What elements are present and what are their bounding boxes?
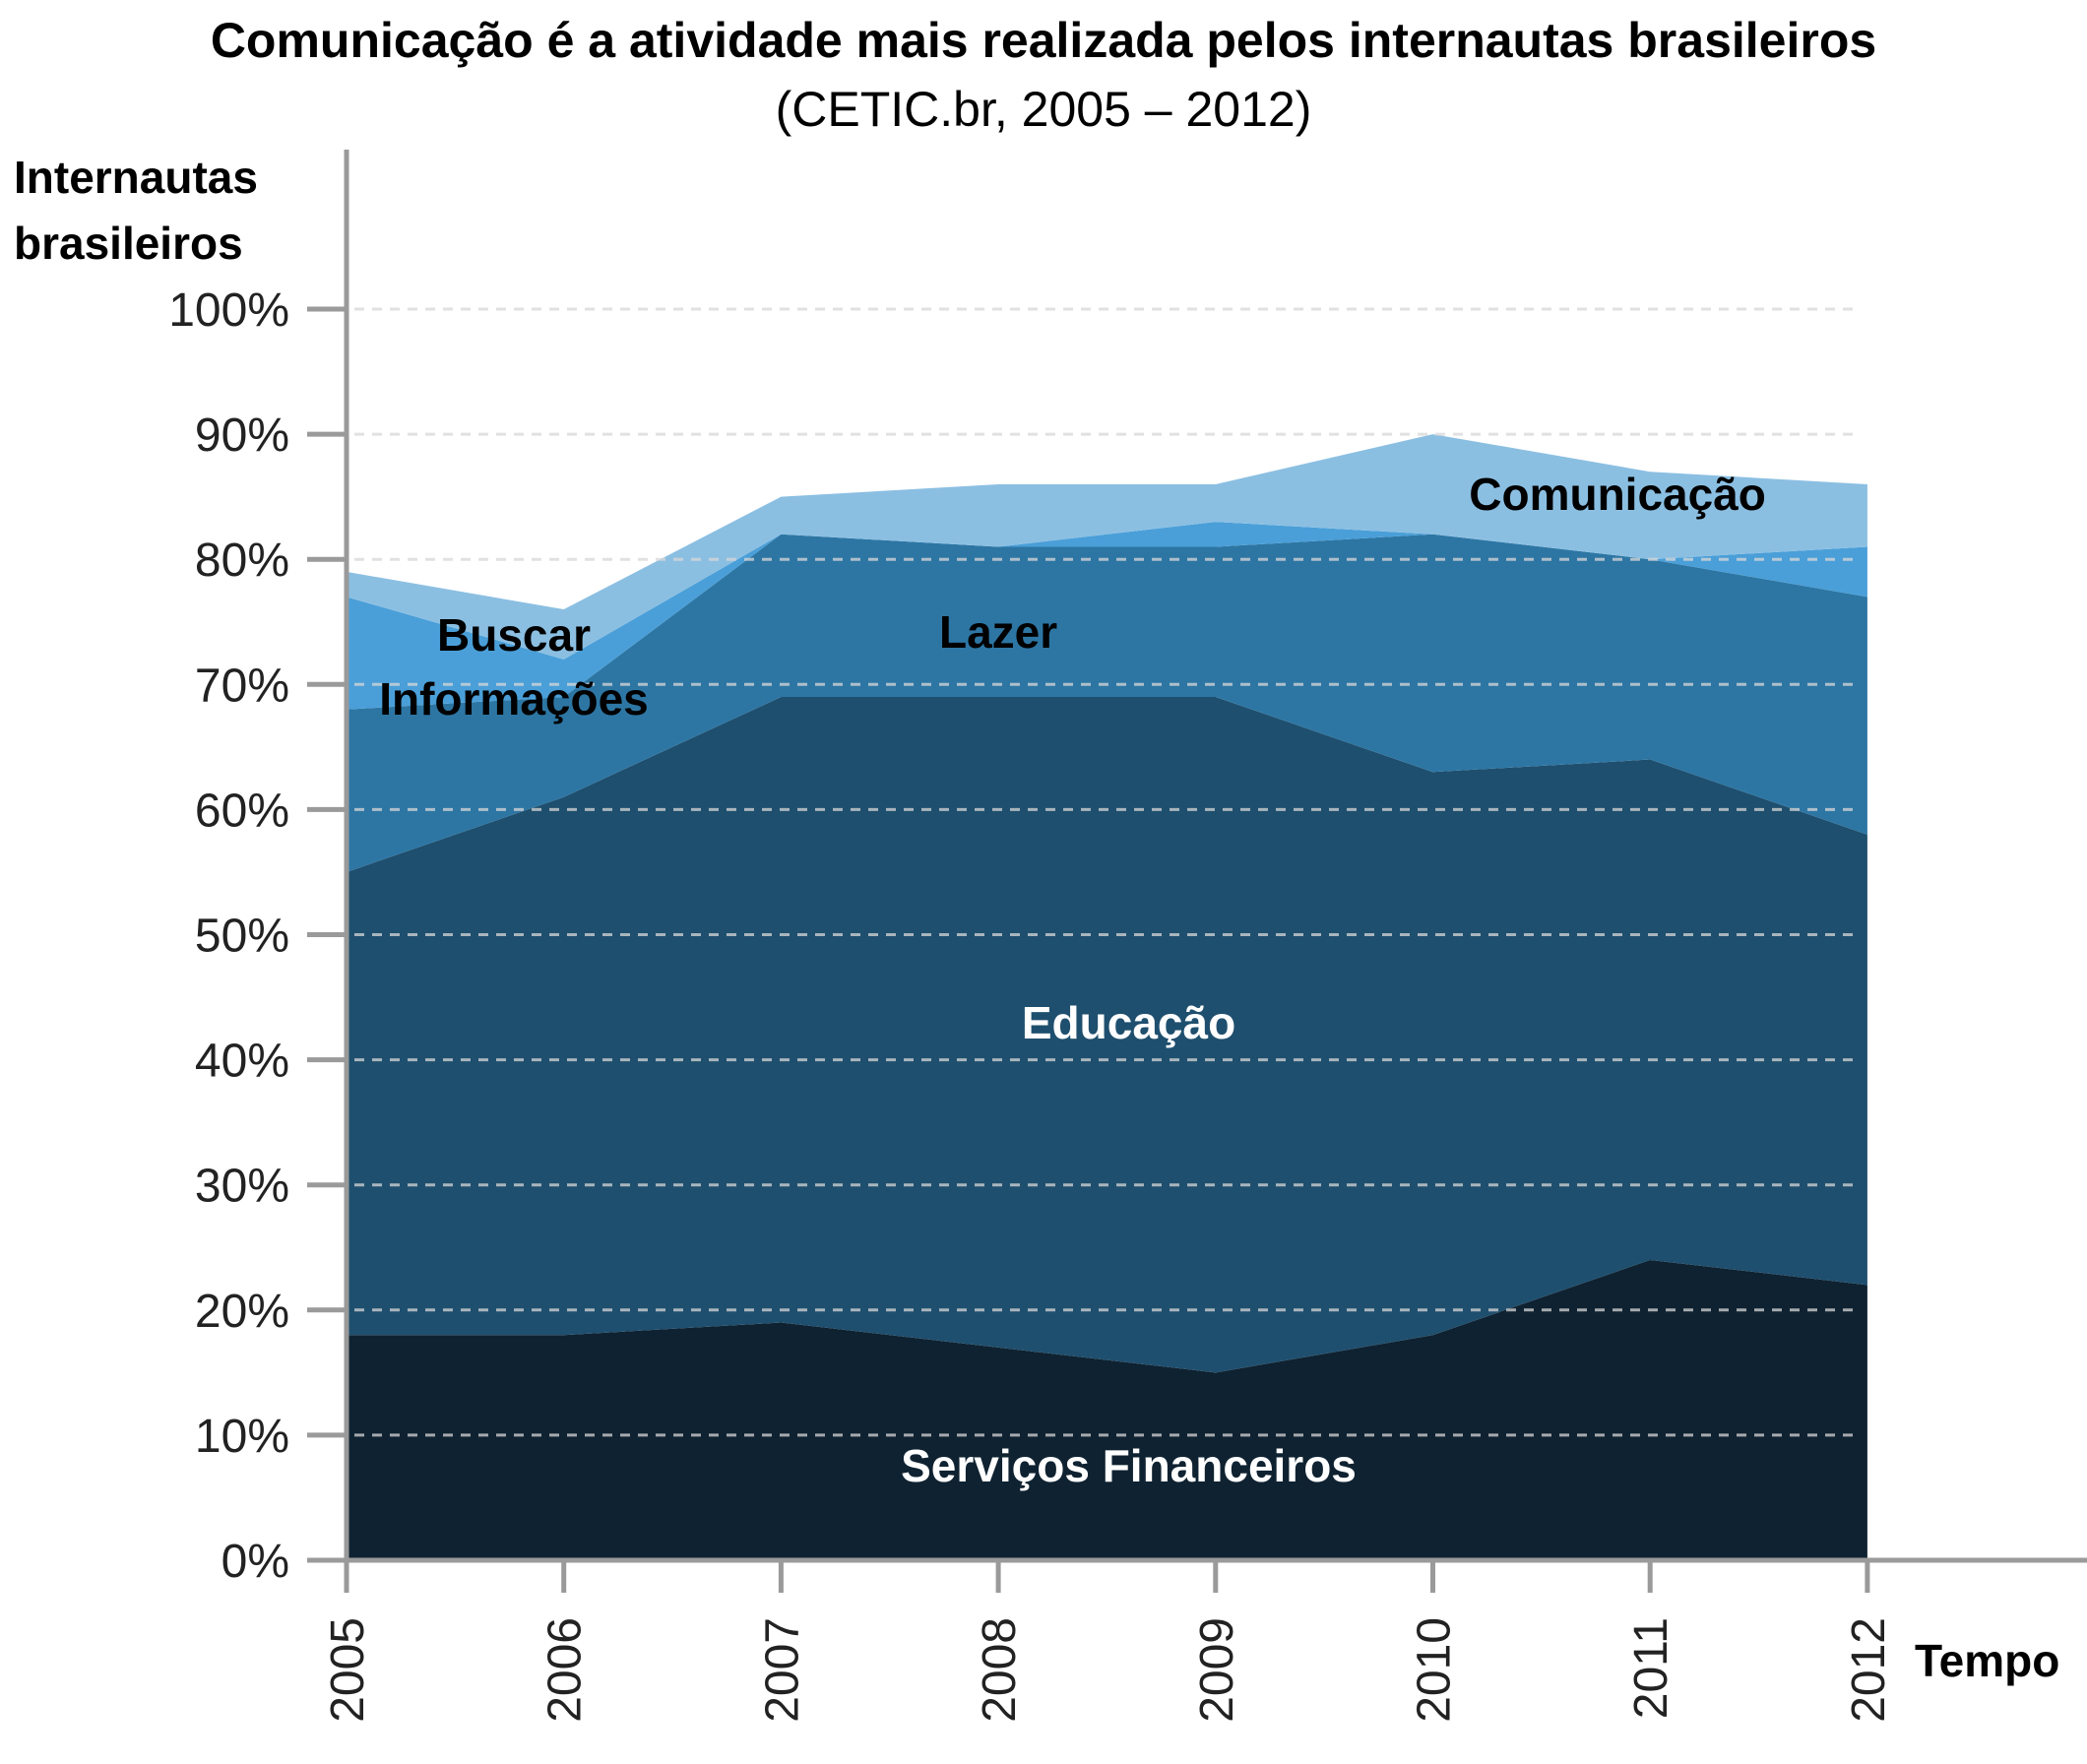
x-tick-label: 2010 (1409, 1617, 1461, 1723)
chart-subtitle: (CETIC.br, 2005 – 2012) (775, 82, 1312, 137)
gridlines (354, 307, 1861, 1437)
series-label-buscar-informacoes-line1: Buscar (437, 609, 591, 661)
x-tick-label: 2008 (974, 1617, 1026, 1723)
series-label-buscar-informacoes-line2: Informações (379, 673, 649, 724)
x-tick-label: 2005 (322, 1617, 374, 1723)
y-tick-label: 50% (195, 911, 289, 963)
area-educacao (347, 697, 1867, 1373)
area-lazer (347, 534, 1867, 872)
y-axis-label-line2: brasileiros (14, 218, 243, 269)
series-label-lazer: Lazer (939, 606, 1057, 658)
y-tick-label: 10% (195, 1411, 289, 1463)
y-tick-label: 40% (195, 1036, 289, 1088)
y-tick-label: 0% (221, 1536, 289, 1588)
area-layers (347, 434, 1867, 1560)
y-tick-label: 60% (195, 785, 289, 837)
y-axis-label-line1: Internautas (14, 152, 258, 203)
x-tick-label: 2012 (1843, 1617, 1895, 1723)
x-tick-label: 2006 (539, 1617, 592, 1723)
series-label-educacao: Educação (1022, 997, 1235, 1048)
y-tick-label: 100% (168, 284, 289, 337)
area-labels: Serviços Financeiros Educação Lazer Buscar I… (379, 469, 1766, 1491)
y-tick-label: 70% (195, 660, 289, 712)
axes: 0% 10% 20% 30% 40% 50% 60% 70% 80% 90% 100% 2005 200… (168, 150, 2087, 1723)
chart-title: Comunicação é a atividade mais realizada… (210, 13, 1877, 68)
x-tick-label: 2011 (1625, 1617, 1677, 1719)
area-comunicacao (347, 434, 1867, 660)
area-buscar-informacoes (347, 522, 1867, 710)
y-tick-label: 20% (195, 1286, 289, 1338)
series-label-servicos-financeiros: Serviços Financeiros (901, 1440, 1357, 1491)
x-tick-label: 2009 (1191, 1617, 1243, 1723)
y-tick-label: 80% (195, 535, 289, 587)
x-tick-label: 2007 (756, 1617, 808, 1723)
series-label-comunicacao: Comunicação (1469, 469, 1766, 520)
y-tick-label: 30% (195, 1161, 289, 1213)
y-tick-label: 90% (195, 410, 289, 462)
x-axis-label: Tempo (1915, 1635, 2060, 1686)
area-servicos-financeiros (347, 1259, 1867, 1560)
